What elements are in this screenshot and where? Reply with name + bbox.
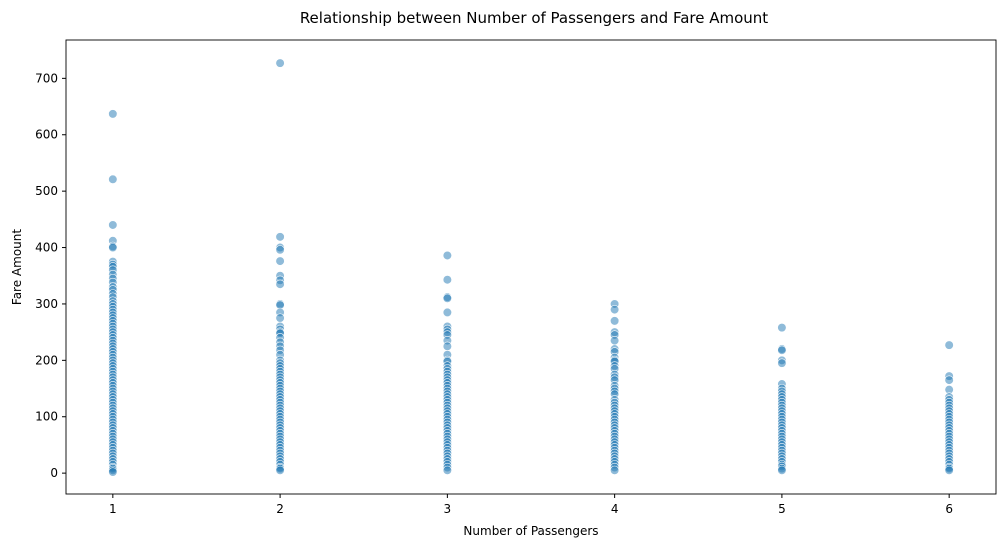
data-point (777, 358, 787, 368)
data-point (108, 220, 118, 230)
data-point (442, 293, 452, 303)
data-point (777, 345, 787, 355)
data-point (442, 275, 452, 285)
y-tick-label: 700 (35, 71, 58, 85)
y-tick-label: 400 (35, 241, 58, 255)
data-point (108, 242, 118, 253)
y-tick-label: 300 (35, 297, 58, 311)
x-tick-label: 3 (444, 502, 452, 516)
x-tick-label: 5 (778, 502, 786, 516)
data-point (610, 316, 620, 326)
x-tick-label: 4 (611, 502, 619, 516)
y-tick-label: 200 (35, 353, 58, 367)
plot-frame (65, 39, 997, 495)
data-point (108, 174, 118, 184)
data-point (442, 250, 452, 261)
data-point (108, 467, 118, 477)
data-point (610, 304, 620, 315)
data-point (275, 313, 285, 323)
data-point (944, 340, 954, 350)
data-point (610, 336, 620, 346)
data-point (275, 279, 285, 289)
x-tick-label: 1 (109, 502, 117, 516)
data-point (442, 307, 452, 318)
x-tick-label: 2 (276, 502, 284, 516)
data-point (442, 341, 452, 351)
y-axis-label: Fare Amount (10, 229, 24, 305)
points-layer (108, 58, 954, 477)
data-point (777, 323, 787, 333)
data-point (275, 465, 285, 475)
data-point (108, 109, 118, 119)
data-point (610, 465, 620, 475)
y-tick-label: 0 (50, 466, 58, 480)
data-point (442, 465, 452, 475)
y-axis: 0 100 200 300 400 500 600 700 (35, 71, 66, 480)
x-axis-label: Number of Passengers (463, 524, 598, 538)
y-tick-label: 500 (35, 184, 58, 198)
data-point (944, 465, 954, 475)
data-point (777, 465, 787, 475)
x-tick-label: 6 (945, 502, 953, 516)
data-point (275, 232, 285, 242)
y-tick-label: 600 (35, 128, 58, 142)
data-point (275, 58, 285, 68)
data-point (275, 256, 285, 266)
x-axis: 1 2 3 4 5 6 (109, 494, 953, 516)
chart-title: Relationship between Number of Passenger… (300, 9, 768, 27)
y-tick-label: 100 (35, 410, 58, 424)
data-point (944, 375, 954, 385)
data-point (275, 245, 285, 255)
